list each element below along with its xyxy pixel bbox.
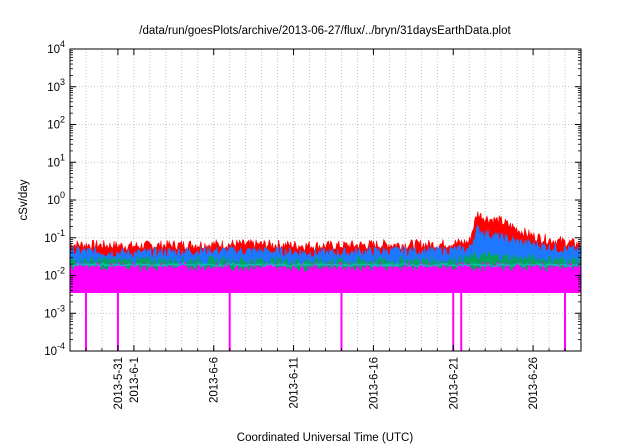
y-tick-label: 104 bbox=[47, 39, 65, 56]
x-tick-label: 2013-6-1 bbox=[129, 357, 141, 403]
y-axis-label: cSv/day bbox=[18, 179, 30, 220]
y-tick-label: 10-1 bbox=[44, 228, 65, 245]
y-tick-exponent: 2 bbox=[60, 115, 65, 125]
y-tick-label: 103 bbox=[47, 77, 65, 94]
y-tick-exponent: 0 bbox=[60, 190, 65, 200]
y-tick-exponent: 4 bbox=[60, 39, 65, 49]
x-tick-label: 2013-6-11 bbox=[289, 357, 301, 409]
x-tick-label: 2013-6-21 bbox=[448, 357, 460, 409]
x-tick-label: 2013-5-31 bbox=[113, 357, 125, 409]
y-tick-label: 10-2 bbox=[44, 266, 65, 283]
chart-title: /data/run/goesPlots/archive/2013-06-27/f… bbox=[139, 25, 511, 37]
y-tick-label: 102 bbox=[47, 115, 65, 132]
plot-area bbox=[69, 211, 582, 351]
y-tick-exponent: -4 bbox=[57, 341, 65, 351]
x-axis: 2013-5-31 2013-6-1 2013-6-6 2013-6-11 2013-6… bbox=[69, 49, 582, 409]
x-tick-label: 2013-6-16 bbox=[368, 357, 380, 409]
y-tick-exponent: 1 bbox=[60, 152, 65, 162]
y-tick-label: 10-3 bbox=[44, 303, 65, 320]
x-tick-label: 2013-6-6 bbox=[209, 357, 221, 403]
y-tick-label: 101 bbox=[47, 152, 65, 169]
grid bbox=[70, 49, 581, 351]
x-tick-label: 2013-6-26 bbox=[528, 357, 540, 409]
series-cyan-line bbox=[69, 262, 582, 268]
x-axis-label: Coordinated Universal Time (UTC) bbox=[237, 432, 414, 444]
y-tick-exponent: -3 bbox=[57, 303, 65, 313]
y-tick-exponent: -1 bbox=[57, 228, 65, 238]
y-tick-exponent: -2 bbox=[57, 266, 65, 276]
series-3-area bbox=[69, 261, 582, 294]
y-tick-exponent: 3 bbox=[60, 77, 65, 87]
y-tick-label: 10-4 bbox=[44, 341, 65, 358]
y-tick-label: 100 bbox=[47, 190, 65, 207]
